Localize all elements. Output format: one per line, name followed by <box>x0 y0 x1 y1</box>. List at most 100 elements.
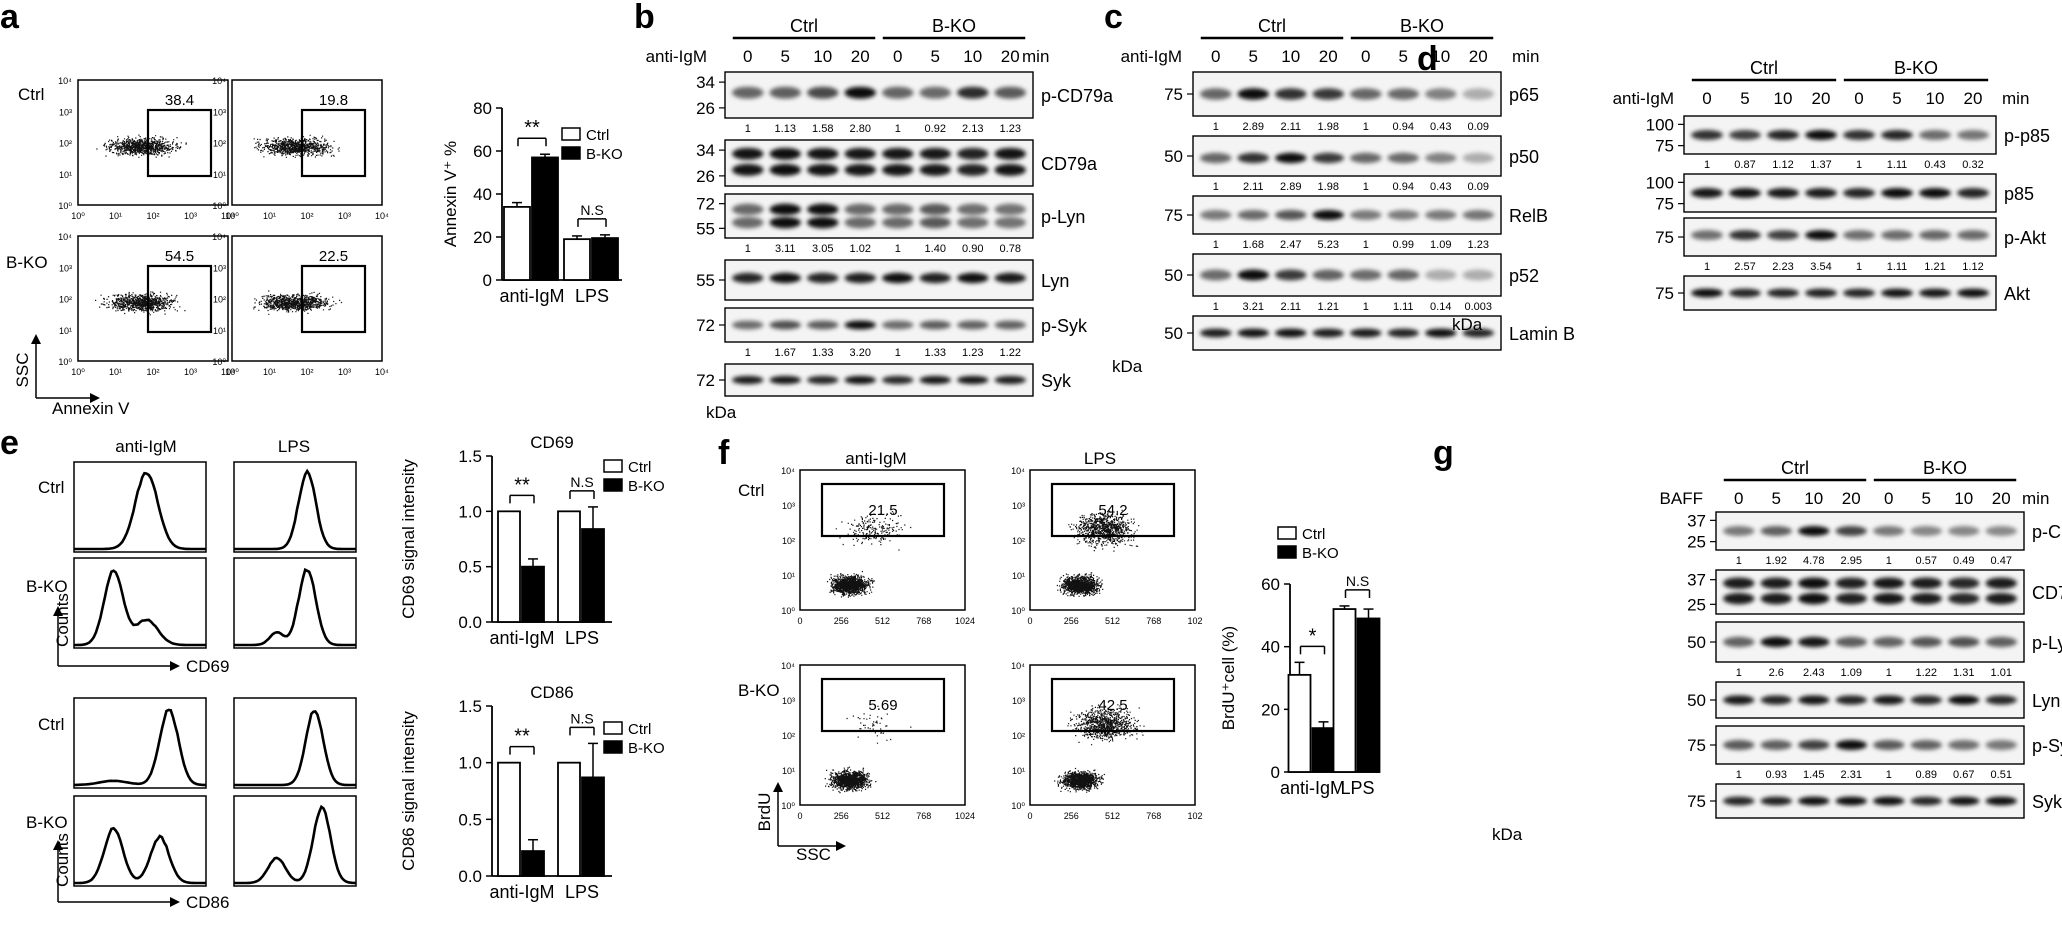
mw-marker: 55 <box>696 219 715 238</box>
band-quantification: 1 <box>745 347 751 359</box>
mw-marker: 72 <box>696 316 715 335</box>
protein-band <box>919 147 951 160</box>
gate-box <box>300 108 367 178</box>
y-axis-label: Counts <box>53 833 72 887</box>
band-quantification: 1 <box>1704 261 1710 273</box>
protein-band <box>882 216 914 229</box>
band-quantification: 1.23 <box>1000 123 1021 135</box>
histogram-curve <box>234 709 356 787</box>
mw-marker: 50 <box>1687 633 1706 652</box>
x-tick-label: LPS <box>565 882 599 902</box>
mw-marker: 75 <box>1164 206 1183 225</box>
band-quantification: 0.89 <box>1916 769 1937 781</box>
protein-band <box>957 320 989 330</box>
histogram-frame <box>233 697 357 789</box>
protein-band <box>844 216 876 229</box>
protein-band <box>882 86 914 99</box>
bar-b-ko <box>521 850 545 877</box>
col-title: anti-IgM <box>845 449 906 468</box>
protein-band <box>1873 695 1905 705</box>
band-quantification: 1.01 <box>1991 667 2012 679</box>
protein-band <box>1387 88 1419 100</box>
band-quantification: 1.21 <box>1318 301 1339 313</box>
col-title: LPS <box>278 437 310 456</box>
blot-label: CD79a <box>2032 583 2062 603</box>
timepoint-label: 10 <box>1804 489 1823 508</box>
timepoint-label: 10 <box>1774 89 1793 108</box>
y-tick-label: 10² <box>1012 731 1025 741</box>
bar-b-ko <box>521 565 545 623</box>
band-quantification: 0.43 <box>1430 121 1451 133</box>
protein-band <box>1798 636 1830 648</box>
dot-plot-events <box>95 291 186 316</box>
x-tick-label: 10² <box>146 211 159 221</box>
protein-band <box>1881 288 1913 298</box>
histogram-frame <box>233 461 357 553</box>
timepoint-label: 20 <box>1964 89 1983 108</box>
band-quantification: 4.78 <box>1803 555 1824 567</box>
gate-box <box>820 677 946 733</box>
blot-frame <box>724 71 1034 119</box>
bar-b-ko <box>531 156 559 281</box>
mw-marker: 50 <box>1164 147 1183 166</box>
blot-frame <box>724 139 1034 187</box>
protein-band <box>1957 130 1989 140</box>
protein-band <box>1767 288 1799 298</box>
gate-percentage: 5.69 <box>868 697 897 714</box>
legend-swatch-b-ko <box>561 146 581 160</box>
band-quantification: 3.11 <box>775 243 796 255</box>
y-tick-label: 10⁰ <box>781 801 795 811</box>
y-tick-label: 80 <box>473 99 492 118</box>
x-axis-label: Annexin V <box>52 399 130 418</box>
band-quantification: 1.31 <box>1953 667 1974 679</box>
x-tick-label: 10¹ <box>263 367 276 377</box>
protein-band <box>1350 88 1382 100</box>
y-axis-label: BrdU <box>755 793 774 832</box>
x-tick-label: 10⁰ <box>225 211 239 221</box>
row-label: B-KO <box>6 253 48 272</box>
band-quantification: 2.43 <box>1803 667 1824 679</box>
protein-band <box>1723 577 1755 589</box>
protein-band <box>1798 740 1830 750</box>
unit-min: min <box>2022 489 2049 508</box>
band-quantification: 1.21 <box>1924 261 1945 273</box>
band-quantification: 0.78 <box>1000 243 1021 255</box>
blot-label: p-p85 <box>2004 126 2050 146</box>
protein-band <box>769 216 801 229</box>
protein-band <box>1985 526 2017 536</box>
protein-band <box>1729 188 1761 198</box>
band-quantification: 1.23 <box>962 347 983 359</box>
protein-band <box>1919 130 1951 140</box>
protein-band <box>732 86 764 99</box>
protein-band <box>882 147 914 160</box>
row-label: Ctrl <box>38 478 64 497</box>
mw-marker: 75 <box>1687 736 1706 755</box>
x-tick-label: 10³ <box>338 367 351 377</box>
blot-background <box>1716 570 2024 614</box>
y-tick-label: 10¹ <box>782 766 795 776</box>
x-tick-label: 10¹ <box>109 367 122 377</box>
mw-marker: 100 <box>1646 173 1674 192</box>
protein-band <box>1312 152 1344 164</box>
arrowhead <box>31 334 41 344</box>
y-tick-label: 10² <box>782 731 795 741</box>
blot-frame <box>1715 511 2025 551</box>
protein-band <box>807 86 839 99</box>
timepoint-label: 0 <box>893 47 902 66</box>
band-quantification: 2.11 <box>1280 121 1301 133</box>
chart-title: CD86 <box>530 683 573 702</box>
x-tick-label: 0 <box>1027 616 1032 626</box>
protein-band <box>1387 269 1419 281</box>
significance-label: N.S <box>570 474 593 490</box>
y-tick-label: 10⁴ <box>58 232 72 242</box>
bar-ctrl <box>503 205 531 281</box>
protein-band <box>1425 328 1457 338</box>
chart-title: CD69 <box>530 433 573 452</box>
timepoint-label: 5 <box>1399 47 1408 66</box>
protein-band <box>1948 577 1980 589</box>
mw-marker: 50 <box>1687 691 1706 710</box>
band-quantification: 1.33 <box>925 347 946 359</box>
y-tick-label: 10⁴ <box>1011 661 1025 671</box>
band-quantification: 1.12 <box>1772 159 1793 171</box>
dot-plot-events <box>253 290 343 315</box>
